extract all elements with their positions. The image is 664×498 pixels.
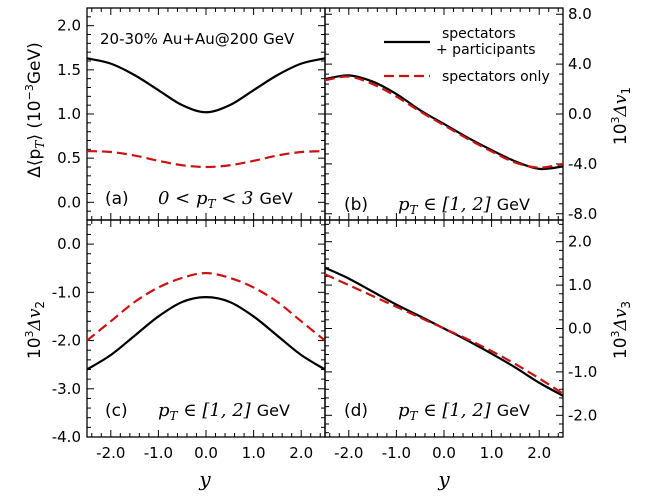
range-label-c-tail: ∈ [1, 2] [178,400,252,421]
series-full-line-c [86,296,326,371]
xtick-label-c: -2.0 [96,444,125,462]
range-label-d-tail: ∈ [1, 2] [418,400,492,421]
ytick-label-d: 1.0 [568,276,592,294]
ytick-label-b: -8.0 [568,205,597,223]
range-label-c-math: p [158,400,170,421]
ylabel-a-exp: −3 [23,84,36,100]
range-label-b-unit: GeV [497,195,530,214]
legend-label-spectators: spectators only [442,69,550,85]
ylabel-c-tail: Δv [25,308,45,331]
range-label-b-tail: ∈ [1, 2] [418,194,492,215]
ytick-label-c: -4.0 [52,428,81,446]
ylabel-d-exp: 3 [609,330,622,337]
panel-b: 8.0 4.0 0.0 -4.0 -8.0 [324,5,597,223]
ylabel-a-tail: ⟩ (10 [25,100,45,140]
xtick-label-d: 0.0 [432,444,456,462]
ylabel-a-main: Δ⟨p [25,149,45,178]
ylabel-b-sub: 1 [619,87,633,95]
range-label-d-unit: GeV [497,401,530,420]
ylabel-b-main: 10 [611,123,631,145]
xtick-label-d: 2.0 [527,444,551,462]
ytick-label-b: 4.0 [568,55,592,73]
panel-d: 2.0 1.0 0.0 -1.0 -2.0 -2.0 -1.0 0.0 1.0 2.0 [324,219,597,462]
ylabel-a: Δ⟨pT⟩ (10−3GeV) [23,42,47,178]
xlabel-c: y [198,467,211,491]
range-label-d: pT ∈ [1, 2] GeV [398,400,530,423]
legend: spectators + participants spectators onl… [384,26,550,85]
ylabel-c-sub: 2 [33,301,47,309]
ytick-label-d: -1.0 [568,363,597,381]
xtick-label-c: 2.0 [289,444,313,462]
ylabel-d-sub: 3 [619,301,633,309]
panel-label-d: (d) [344,401,368,421]
ytick-label-a: 0.5 [57,149,81,167]
range-label-a-tail: < 3 [216,188,254,209]
ytick-label-c: -1.0 [52,283,81,301]
ylabel-b: 103Δv1 [609,87,633,145]
range-label-d-sub: T [410,409,419,423]
series-spectators-line-b [324,75,564,169]
range-label-b-sub: T [410,203,419,217]
range-label-c-unit: GeV [257,401,290,420]
ytick-label-d: -2.0 [568,406,597,424]
xtick-label-c: -1.0 [144,444,173,462]
ylabel-d-tail: Δv [611,308,631,331]
ylabel-b-tail: Δv [611,94,631,117]
xtick-label-d: -2.0 [334,444,363,462]
ylabel-a-sub: T [33,140,47,149]
xlabel-d: y [437,467,450,491]
ytick-label-b: 8.0 [568,5,592,23]
ytick-label-b: -4.0 [568,155,597,173]
range-label-c-sub: T [170,409,179,423]
ylabel-a-unit: GeV) [25,42,45,84]
series-full-line-d [324,266,564,397]
ylabel-c-exp: 3 [23,330,36,337]
range-label-a-unit: GeV [260,189,293,208]
ylabel-c: 103Δv2 [23,301,47,359]
range-label-c: pT ∈ [1, 2] GeV [158,400,290,423]
panel-label-b: (b) [344,195,368,215]
annotation-text: 20-30% Au+Au@200 GeV [100,30,295,48]
panel-a: 0.0 0.5 1.0 1.5 2.0 [57,7,326,221]
panel-label-c: (c) [105,401,128,421]
xtick-label-d: -1.0 [382,444,411,462]
series-spectators-line-a [86,150,326,169]
ytick-label-d: 0.0 [568,320,592,338]
xtick-label-c: 1.0 [242,444,266,462]
ytick-label-a: 2.0 [57,17,81,35]
ylabel-b-exp: 3 [609,116,622,123]
series-spectators-line-c [86,271,326,342]
series-spectators-line-d [324,273,564,395]
ylabel-d-main: 10 [611,337,631,359]
legend-label-full-line1: spectators [442,26,516,42]
xtick-label-d: 1.0 [480,444,504,462]
range-label-b-math: p [398,194,410,215]
ytick-label-a: 1.0 [57,105,81,123]
ytick-label-c: 0.0 [57,235,81,253]
range-label-a-math: 0 < p [158,188,208,209]
range-label-a: 0 < pT < 3 GeV [158,188,293,211]
series-full-line-a [86,57,326,114]
legend-label-full-line2: + participants [436,42,536,58]
xtick-label-c: 0.0 [194,444,218,462]
ytick-label-c: -2.0 [52,332,81,350]
ytick-label-a: 1.5 [57,61,81,79]
ytick-label-d: 2.0 [568,233,592,251]
ylabel-d: 103Δv3 [609,301,633,359]
ytick-label-b: 0.0 [568,105,592,123]
range-label-d-math: p [398,400,410,421]
ytick-label-c: -3.0 [52,380,81,398]
panel-label-a: (a) [105,189,129,209]
ytick-label-a: 0.0 [57,193,81,211]
range-label-a-sub: T [208,197,217,211]
range-label-b: pT ∈ [1, 2] GeV [398,194,530,217]
ylabel-c-main: 10 [25,337,45,359]
